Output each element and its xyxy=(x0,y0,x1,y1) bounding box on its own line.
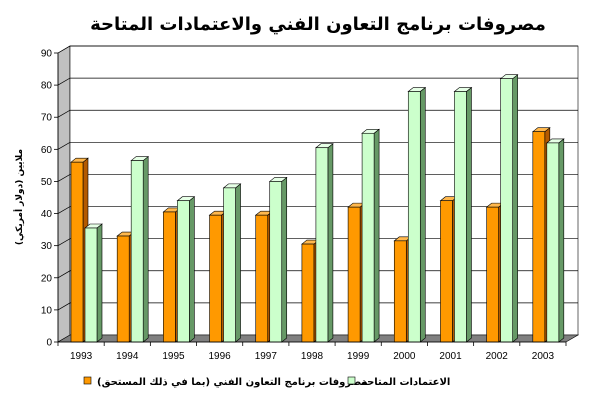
legend-swatch-available-credits xyxy=(347,376,356,385)
y-tick-label: 80 xyxy=(41,81,53,92)
y-tick-label: 50 xyxy=(41,177,53,188)
legend-swatch-disbursements xyxy=(83,376,92,385)
x-tick-label-2001: 2001 xyxy=(439,351,462,362)
bar-available-credits-1996 xyxy=(222,183,242,343)
chart-title: مصروفات برنامج التعاون الفني والاعتمادات… xyxy=(90,14,546,35)
x-tick-label-2002: 2002 xyxy=(486,351,509,362)
y-axis: 0 10 20 30 40 50 60 70 80 90 xyxy=(41,49,59,349)
gridline xyxy=(57,77,578,86)
bar-available-credits-1995 xyxy=(176,196,196,343)
bar-available-credits-2001 xyxy=(453,86,473,343)
bar-available-credits-1994 xyxy=(130,155,150,343)
y-tick-label: 70 xyxy=(41,113,53,124)
bar-available-credits-2003 xyxy=(545,138,565,343)
gridline xyxy=(57,45,578,54)
y-tick-label: 90 xyxy=(41,49,53,60)
bar-available-credits-2002 xyxy=(499,74,519,343)
bar-available-credits-2000 xyxy=(407,86,427,343)
y-tick-label: 10 xyxy=(41,305,53,316)
x-tick-label-1996: 1996 xyxy=(209,351,232,362)
side-wall xyxy=(57,45,71,343)
x-tick-label-1995: 1995 xyxy=(162,351,185,362)
bar-available-credits-1997 xyxy=(268,176,288,343)
y-tick-label: 40 xyxy=(41,209,53,220)
y-tick-label: 20 xyxy=(41,273,53,284)
x-tick-label-1998: 1998 xyxy=(301,351,324,362)
y-tick-label: 0 xyxy=(46,338,52,349)
legend: مصروفات برنامج التعاون الفني (بما في ذلك… xyxy=(83,376,450,388)
x-tick-label-2003: 2003 xyxy=(532,351,555,362)
x-axis: 1993 1994 1995 1996 1997 1998 1999 2000 2001 2002… xyxy=(57,341,567,362)
x-tick-label-1999: 1999 xyxy=(347,351,370,362)
y-tick-label: 30 xyxy=(41,241,53,252)
y-axis-label: ملايين (دولار أمريكي) xyxy=(13,149,25,245)
legend-label-disbursements: مصروفات برنامج التعاون الفني (بما في ذلك… xyxy=(97,377,368,388)
x-tick-label-2000: 2000 xyxy=(393,351,416,362)
bar-available-credits-1999 xyxy=(361,128,380,343)
y-tick-label: 60 xyxy=(41,145,53,156)
bar-available-credits-1993 xyxy=(84,223,103,343)
x-tick-label-1994: 1994 xyxy=(116,351,139,362)
x-tick-label-1993: 1993 xyxy=(70,351,93,362)
legend-label-available-credits: الاعتمادات المتاحة xyxy=(361,377,450,388)
bar-available-credits-1998 xyxy=(315,143,334,343)
x-tick-label-1997: 1997 xyxy=(255,351,278,362)
